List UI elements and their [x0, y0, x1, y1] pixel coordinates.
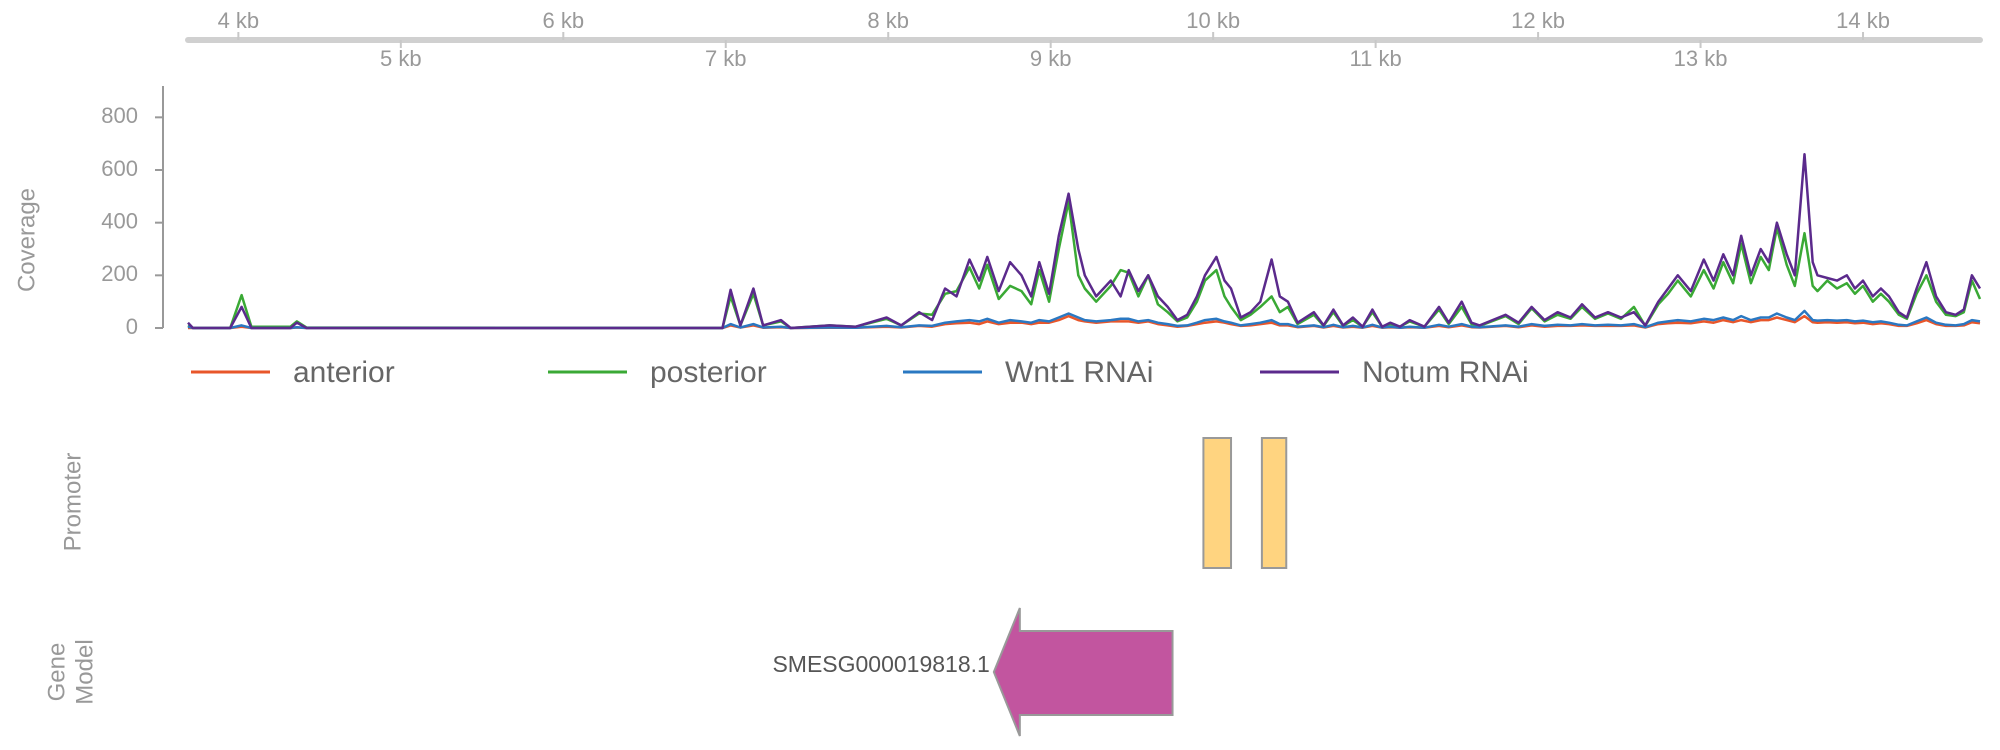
- gene: [992, 607, 1174, 737]
- x-tick-label: 14 kb: [1836, 8, 1890, 33]
- x-tick-label: 13 kb: [1674, 46, 1728, 71]
- y-tick-label: 400: [101, 208, 138, 233]
- x-tick-label: 4 kb: [218, 8, 260, 33]
- x-tick-label: 6 kb: [542, 8, 584, 33]
- promoter-label: Promoter: [59, 453, 86, 552]
- gene-name: SMESG000019818.1: [772, 651, 989, 677]
- gene-model-label: Model: [71, 639, 98, 704]
- y-tick-label: 600: [101, 156, 138, 181]
- x-tick-label: 7 kb: [705, 46, 747, 71]
- coverage-line: [188, 314, 1981, 330]
- x-tick-label: 8 kb: [867, 8, 909, 33]
- x-tick-label: 10 kb: [1186, 8, 1240, 33]
- legend-label: Notum RNAi: [1362, 356, 1529, 389]
- promoter-region: [1260, 437, 1288, 569]
- legend-label: Wnt1 RNAi: [1005, 356, 1153, 389]
- legend-label: posterior: [650, 356, 767, 389]
- x-tick-label: 9 kb: [1030, 46, 1072, 71]
- coverage-line: [187, 152, 1982, 330]
- y-tick-label: 200: [101, 261, 138, 286]
- promoter-region: [1202, 437, 1233, 569]
- x-tick-label: 11 kb: [1350, 46, 1402, 71]
- coverage-label: Coverage: [13, 188, 40, 292]
- x-tick-label: 12 kb: [1511, 8, 1565, 33]
- x-tick-label: 5 kb: [380, 46, 422, 71]
- legend-label: anterior: [293, 356, 395, 389]
- coverage-line: [187, 200, 1982, 330]
- gene-model-label: Gene: [43, 643, 70, 702]
- coverage-line: [187, 309, 1981, 330]
- y-tick-label: 0: [126, 314, 138, 339]
- y-tick-label: 800: [101, 103, 138, 128]
